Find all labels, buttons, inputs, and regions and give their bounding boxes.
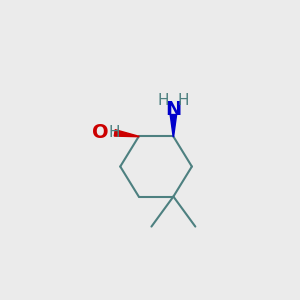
Text: O: O [92,122,109,142]
Polygon shape [170,115,177,136]
Polygon shape [114,130,139,137]
Text: H: H [158,93,170,108]
Text: H: H [177,93,189,108]
Text: H: H [109,125,120,140]
Text: N: N [165,100,182,119]
